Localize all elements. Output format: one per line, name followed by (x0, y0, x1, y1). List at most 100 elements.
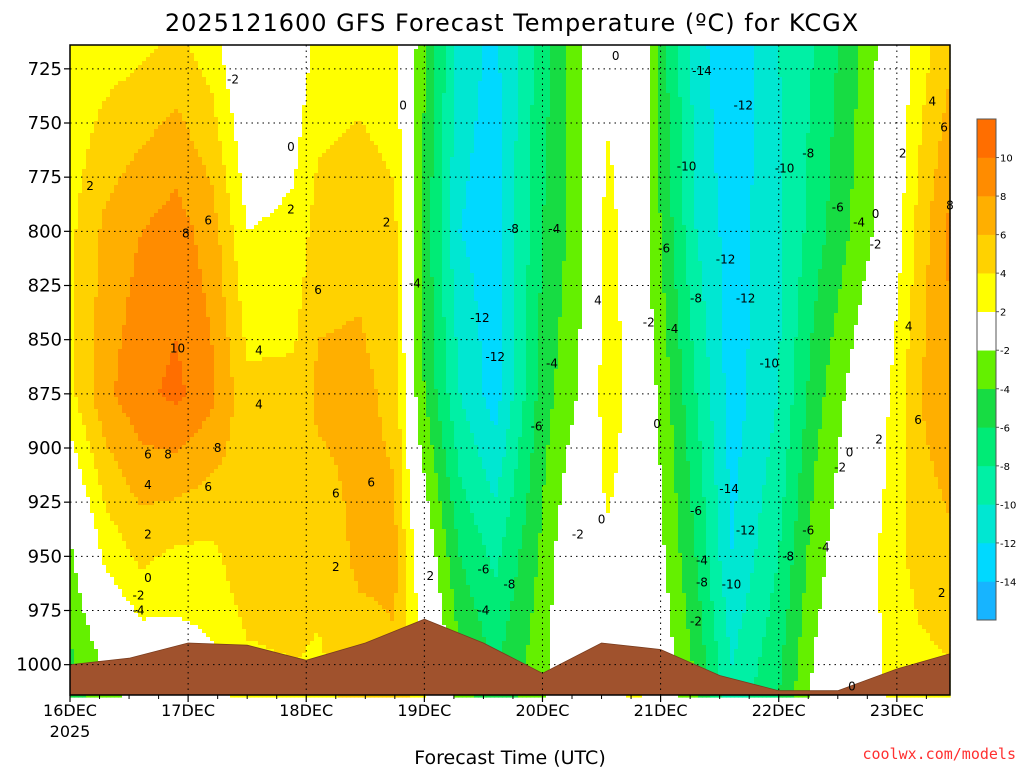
temperature-cell (94, 293, 99, 298)
temperature-cell (82, 529, 87, 534)
temperature-cell (94, 161, 99, 166)
temperature-cell (78, 405, 83, 410)
temperature-cell (82, 609, 87, 614)
temperature-cell (86, 85, 91, 90)
temperature-cell (74, 113, 79, 118)
temperature-cell (82, 625, 87, 630)
temperature-cell (90, 417, 95, 422)
temperature-cell (86, 357, 91, 362)
temperature-cell (74, 169, 79, 174)
temperature-cell (86, 149, 91, 154)
temperature-cell (90, 329, 95, 334)
temperature-cell (78, 389, 83, 394)
temperature-cell (94, 397, 99, 402)
temperature-cell (74, 477, 79, 482)
temperature-cell (74, 281, 79, 286)
temperature-cell (78, 541, 83, 546)
temperature-cell (86, 321, 91, 326)
temperature-cell (74, 433, 79, 438)
temperature-cell (74, 225, 79, 230)
temperature-cell (94, 237, 99, 242)
temperature-cell (78, 361, 83, 366)
temperature-cell (74, 153, 79, 158)
temperature-cell (74, 657, 79, 662)
temperature-cell (78, 105, 83, 110)
temperature-cell (82, 229, 87, 234)
temperature-cell (86, 649, 91, 654)
temperature-cell (90, 133, 95, 138)
temperature-cell (86, 345, 91, 350)
temperature-cell (94, 253, 99, 258)
temperature-cell (74, 221, 79, 226)
temperature-cell (74, 105, 79, 110)
temperature-cell (86, 525, 91, 530)
temperature-cell (78, 345, 83, 350)
temperature-cell (78, 613, 83, 618)
temperature-cell (90, 605, 95, 610)
temperature-cell (90, 425, 95, 430)
temperature-cell (90, 413, 95, 418)
temperature-cell (74, 305, 79, 310)
temperature-cell (94, 569, 99, 574)
temperature-cell (78, 49, 83, 54)
temperature-cell (74, 345, 79, 350)
temperature-cell (90, 645, 95, 650)
temperature-cell (90, 201, 95, 206)
temperature-cell (90, 537, 95, 542)
temperature-cell (82, 565, 87, 570)
temperature-cell (78, 505, 83, 510)
temperature-cell (82, 161, 87, 166)
temperature-cell (82, 557, 87, 562)
temperature-cell (86, 517, 91, 522)
temperature-cell (74, 201, 79, 206)
temperature-cell (82, 121, 87, 126)
temperature-cell (94, 577, 99, 582)
temperature-cell (90, 349, 95, 354)
temperature-cell (82, 381, 87, 386)
temperature-cell (78, 517, 83, 522)
temperature-cell (78, 185, 83, 190)
temperature-cell (90, 353, 95, 358)
temperature-cell (90, 269, 95, 274)
temperature-cell (90, 625, 95, 630)
temperature-cell (78, 149, 83, 154)
temperature-cell (74, 581, 79, 586)
temperature-cell (90, 569, 95, 574)
temperature-cell (82, 157, 87, 162)
temperature-cell (94, 289, 99, 294)
temperature-cell (90, 149, 95, 154)
temperature-cell (86, 329, 91, 334)
temperature-cell (82, 109, 87, 114)
temperature-cell (74, 189, 79, 194)
temperature-cell (90, 365, 95, 370)
temperature-cell (94, 321, 99, 326)
temperature-cell (82, 293, 87, 298)
temperature-cell (78, 545, 83, 550)
temperature-cell (94, 265, 99, 270)
temperature-cell (82, 165, 87, 170)
temperature-cell (82, 597, 87, 602)
temperature-cell (86, 589, 91, 594)
temperature-cell (94, 325, 99, 330)
temperature-cell (94, 313, 99, 318)
temperature-cell (74, 217, 79, 222)
temperature-cell (90, 61, 95, 66)
temperature-cell (90, 165, 95, 170)
temperature-cell (86, 385, 91, 390)
temperature-cell (74, 509, 79, 514)
temperature-cell (94, 81, 99, 86)
temperature-cell (78, 369, 83, 374)
temperature-cell (74, 325, 79, 330)
temperature-cell (82, 649, 87, 654)
temperature-cell (78, 413, 83, 418)
temperature-cell (74, 53, 79, 58)
temperature-cell (82, 413, 87, 418)
temperature-cell (74, 441, 79, 446)
temperature-cell (74, 245, 79, 250)
temperature-cell (78, 617, 83, 622)
temperature-cell (86, 573, 91, 578)
temperature-cell (94, 93, 99, 98)
temperature-cell (74, 557, 79, 562)
temperature-cell (78, 209, 83, 214)
temperature-cell (74, 617, 79, 622)
